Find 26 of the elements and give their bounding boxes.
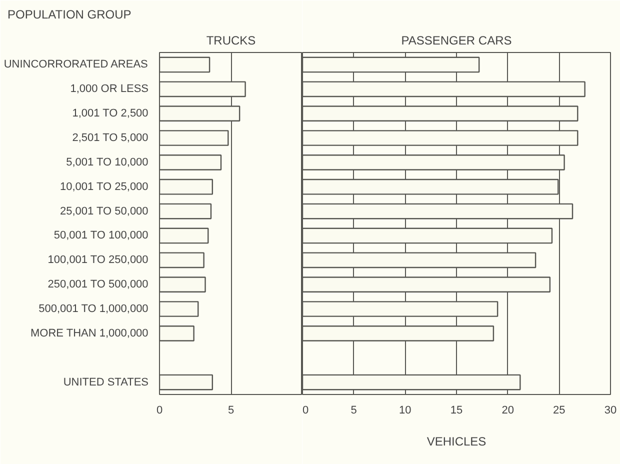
x-tick-label: 0 bbox=[302, 404, 309, 416]
x-axis-title: VEHICLES bbox=[426, 434, 486, 448]
y-tick-label: 5,001 TO 10,000 bbox=[66, 156, 148, 168]
chart-title: PASSENGER CARS bbox=[401, 34, 512, 48]
x-tick-label: 30 bbox=[604, 404, 617, 416]
y-tick-label: UNITED STATES bbox=[63, 376, 149, 388]
y-tick-label: 100,001 TO 250,000 bbox=[48, 254, 148, 266]
y-tick-label: 50,001 TO 100,000 bbox=[54, 230, 148, 242]
y-tick-label: 1,001 TO 2,500 bbox=[72, 108, 148, 120]
x-tick-label: 0 bbox=[156, 404, 163, 416]
x-tick-label: 20 bbox=[502, 404, 514, 416]
x-tick-label: 25 bbox=[553, 404, 566, 416]
x-tick-label: 15 bbox=[450, 404, 463, 416]
y-tick-label: MORE THAN 1,000,000 bbox=[30, 327, 148, 340]
x-tick-label: 5 bbox=[228, 404, 234, 416]
y-tick-label: 10,001 TO 25,000 bbox=[60, 180, 148, 193]
y-axis-title: POPULATION GROUP bbox=[8, 8, 132, 22]
y-tick-label: 500,001 TO 1,000,000 bbox=[38, 303, 148, 315]
y-tick-label: 1,000 OR LESS bbox=[70, 83, 149, 96]
chart-title: TRUCKS bbox=[206, 34, 256, 48]
y-tick-label: 2,501 TO 5,000 bbox=[72, 132, 148, 144]
y-tick-label: UNINCORRORATED AREAS bbox=[4, 58, 148, 71]
y-tick-label: 250,001 TO 500,000 bbox=[48, 278, 148, 291]
y-tick-label: 25,001 TO 50,000 bbox=[60, 205, 148, 218]
x-tick-label: 5 bbox=[350, 404, 357, 416]
x-tick-label: 10 bbox=[399, 404, 412, 416]
